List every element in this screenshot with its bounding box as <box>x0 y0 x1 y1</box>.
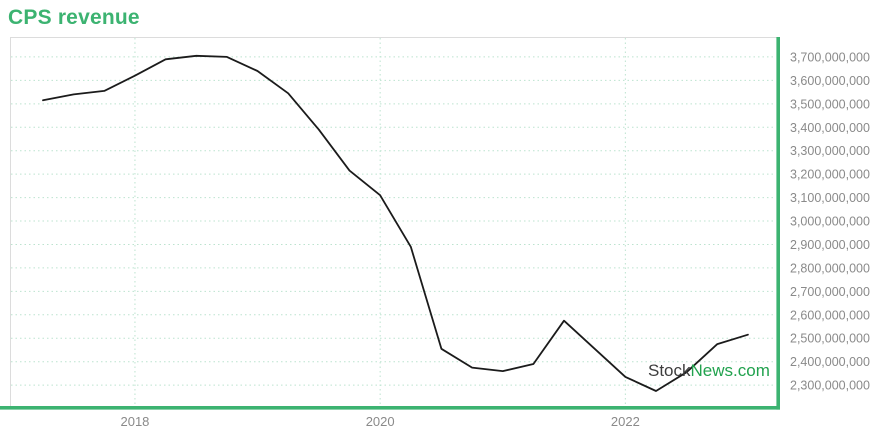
y-axis-tick-label: 3,400,000,000 <box>790 121 870 135</box>
y-axis-tick-label: 3,300,000,000 <box>790 144 870 158</box>
y-axis-border <box>776 37 780 410</box>
y-axis-tick-label: 2,600,000,000 <box>790 308 870 322</box>
y-axis-tick-label: 3,700,000,000 <box>790 50 870 64</box>
y-axis-tick-label: 2,900,000,000 <box>790 238 870 252</box>
stocknews-watermark: StockNews.com <box>648 361 770 381</box>
y-axis-tick-label: 3,100,000,000 <box>790 191 870 205</box>
y-axis-tick-label: 2,400,000,000 <box>790 355 870 369</box>
x-axis-tick-label: 2018 <box>120 414 149 429</box>
y-axis-tick-label: 2,500,000,000 <box>790 332 870 346</box>
revenue-line <box>42 54 749 392</box>
y-axis-tick-label: 3,600,000,000 <box>790 74 870 88</box>
watermark-stock-text: Stock <box>648 361 691 380</box>
y-axis-tick-label: 2,800,000,000 <box>790 261 870 275</box>
x-axis-tick-label: 2022 <box>611 414 640 429</box>
chart-title: CPS revenue <box>8 6 140 29</box>
x-axis-border <box>0 406 780 410</box>
y-axis-tick-label: 2,300,000,000 <box>790 379 870 393</box>
y-axis-tick-label: 3,200,000,000 <box>790 168 870 182</box>
y-axis-tick-label: 2,700,000,000 <box>790 285 870 299</box>
y-axis-tick-label: 3,500,000,000 <box>790 97 870 111</box>
y-axis-tick-label: 3,000,000,000 <box>790 215 870 229</box>
x-axis-tick-label: 2020 <box>366 414 395 429</box>
watermark-news-text: News.com <box>690 361 770 380</box>
